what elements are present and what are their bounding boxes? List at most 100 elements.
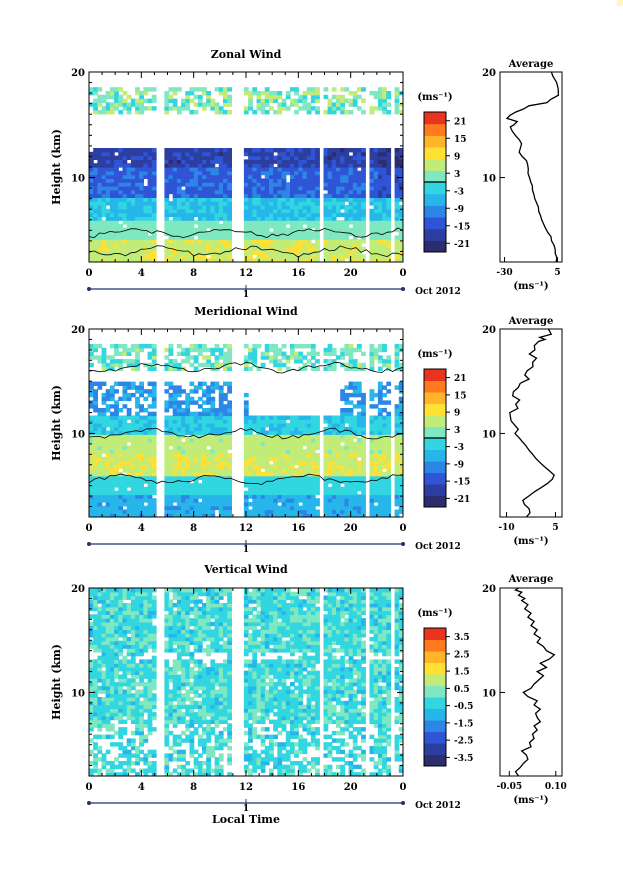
heatmap-cell (260, 220, 266, 225)
heatmap-cell (377, 197, 383, 202)
heatmap-cell (398, 254, 403, 259)
heatmap-cell (151, 212, 157, 217)
heatmap-cell (105, 201, 111, 206)
heatmap-cell (386, 212, 392, 217)
heatmap-cell (93, 106, 98, 111)
contour-line (89, 473, 403, 486)
heatmap-cell (93, 682, 98, 687)
heatmap-cell (206, 224, 211, 229)
heatmap-cell (109, 167, 115, 172)
heatmap-cell (97, 110, 103, 115)
heatmap-cell (394, 170, 400, 176)
heatmap-cell (109, 151, 115, 157)
heatmap-cell (298, 201, 304, 206)
heatmap-cell (139, 110, 144, 115)
heatmap-cell (269, 163, 274, 168)
heatmap-cell (89, 167, 94, 172)
heatmap-cell (97, 700, 103, 706)
heatmap-cell (151, 208, 157, 214)
heatmap-cell (361, 148, 366, 153)
heatmap-cell (97, 471, 103, 477)
heatmap-cell (361, 216, 366, 221)
heatmap-cell (164, 486, 170, 492)
heatmap-cell (269, 434, 274, 439)
heatmap-cell (294, 494, 299, 499)
heatmap-cell (164, 106, 170, 111)
heatmap-cell (126, 498, 132, 503)
heatmap-cell (264, 246, 270, 252)
heatmap-cell (277, 151, 283, 157)
heatmap-cell (394, 419, 400, 424)
heatmap-cell (126, 426, 132, 432)
heatmap-cell (101, 174, 107, 179)
heatmap-cell (223, 415, 228, 420)
heatmap-cell (327, 475, 333, 480)
heatmap-cell (89, 625, 94, 630)
heatmap-cell (118, 494, 124, 499)
colorbar-segment (424, 403, 446, 416)
heatmap-cell (193, 359, 199, 364)
heatmap-cell (97, 344, 103, 349)
heatmap-cell (369, 91, 375, 96)
heatmap-cell (93, 505, 98, 511)
heatmap-cell (252, 355, 258, 360)
heatmap-cell (227, 243, 232, 248)
heatmap-cell (252, 359, 258, 364)
heatmap-cell (382, 235, 387, 240)
heatmap-cell (139, 186, 144, 191)
heatmap-cell (109, 438, 115, 443)
heatmap-cell (315, 502, 320, 507)
heatmap-cell (285, 460, 291, 465)
heatmap-cell (130, 483, 136, 488)
heatmap-cell (336, 464, 341, 469)
heatmap-cell (89, 449, 94, 454)
heatmap-cell (93, 396, 98, 402)
heatmap-cell (285, 159, 291, 164)
heatmap-cell (331, 94, 337, 100)
heatmap-cell (361, 505, 366, 511)
heatmap-cell (168, 419, 174, 424)
heatmap-cell (181, 449, 186, 454)
heatmap-cell (97, 216, 103, 221)
heatmap-cell (252, 494, 258, 499)
heatmap-cell (285, 453, 291, 458)
heatmap-cell (214, 151, 220, 157)
heatmap-cell (315, 178, 320, 183)
heatmap-cell (189, 87, 195, 92)
profile-title: Average (508, 59, 554, 70)
heatmap-cell (114, 479, 119, 484)
heatmap-cell (193, 344, 199, 349)
heatmap-cell (356, 460, 362, 465)
heatmap-cell (193, 102, 199, 107)
heatmap-cell (252, 151, 258, 157)
heatmap-cell (202, 106, 207, 111)
heatmap-cell (285, 94, 291, 100)
heatmap-cell (139, 426, 144, 432)
heatmap-cell (89, 178, 94, 183)
heatmap-cell (114, 362, 119, 368)
heatmap-cell (377, 167, 383, 172)
heatmap-cell (193, 400, 199, 405)
heatmap-cell (185, 94, 191, 100)
heatmap-cell (181, 359, 186, 364)
heatmap-cell (126, 362, 132, 368)
heatmap-cell (281, 182, 287, 187)
heatmap-cell (168, 243, 174, 248)
heatmap-cell (377, 468, 383, 473)
heatmap-cell (398, 456, 403, 462)
heatmap-cell (118, 148, 124, 153)
heatmap-cell (323, 159, 329, 164)
heatmap-cell (386, 220, 392, 225)
heatmap-cell (185, 351, 191, 356)
heatmap-cell (382, 486, 387, 492)
heatmap-cell (340, 87, 345, 92)
heatmap-cell (298, 170, 304, 176)
heatmap-cell (398, 366, 403, 371)
heatmap-cell (89, 689, 94, 694)
heatmap-cell (176, 475, 182, 480)
heatmap-cell (281, 513, 287, 517)
heatmap-cell (285, 441, 291, 447)
heatmap-cell (356, 148, 362, 153)
heatmap-cell (223, 110, 228, 115)
heatmap-cell (197, 449, 203, 454)
